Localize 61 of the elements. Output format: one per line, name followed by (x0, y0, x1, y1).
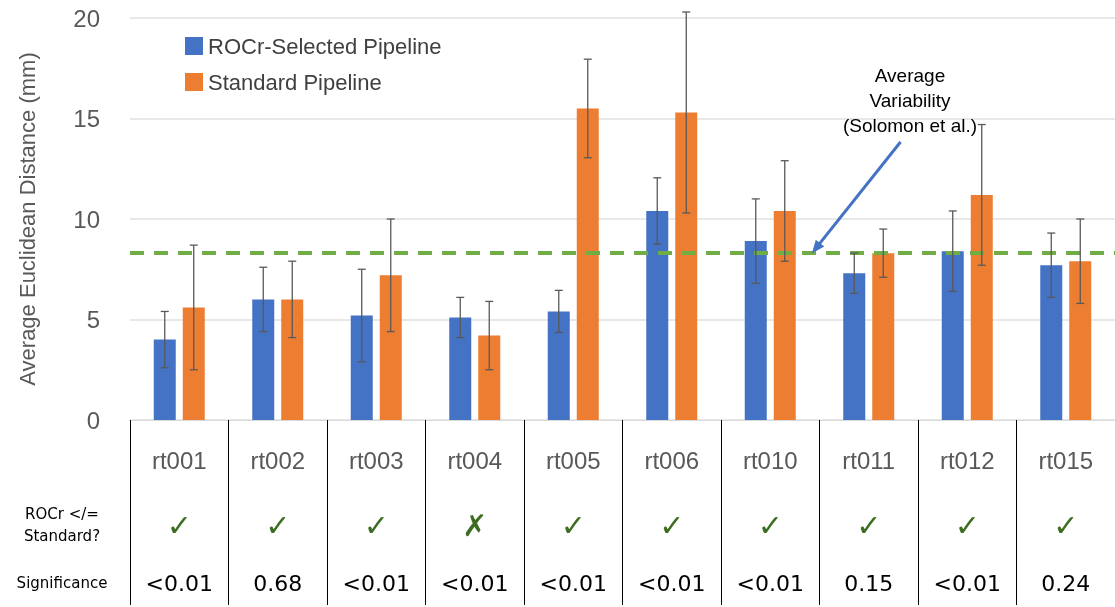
bar (281, 299, 304, 420)
bar (1069, 261, 1092, 420)
bar (350, 315, 373, 420)
text: 0.68 (253, 570, 303, 596)
text: 0.24 (1041, 570, 1091, 596)
x-tick-label: rt002 (250, 446, 306, 474)
text: ROCr </= Standard? (22, 504, 102, 547)
x-tick-label: rt010 (742, 446, 798, 474)
text: <0.01 (441, 570, 509, 596)
bar (675, 112, 698, 420)
y-tick-label: 0 (86, 406, 100, 434)
text: Significance (15, 573, 109, 594)
bar (576, 108, 599, 420)
x-tick-label: rt005 (545, 446, 601, 474)
y-tick-label: 5 (86, 306, 100, 333)
text: ✓ (757, 507, 783, 543)
bar (744, 241, 767, 420)
bar (646, 210, 669, 420)
x-tick-label: rt012 (939, 446, 995, 474)
x-tick-label: rt011 (842, 446, 896, 474)
legend-label: ROCr-Selected Pipeline (208, 33, 442, 59)
x-tick-label: rt001 (151, 446, 207, 474)
y-tick-label: 20 (73, 4, 100, 32)
text: ✓ (954, 507, 980, 543)
bar (153, 339, 176, 420)
text: <0.01 (145, 570, 213, 596)
bar (970, 194, 993, 420)
bar (478, 335, 501, 420)
text: ✓ (1053, 507, 1079, 543)
text: ✓ (560, 507, 586, 543)
ref-line-label: Average Variability (Solomon et al.) (841, 63, 979, 138)
text: 0.15 (844, 570, 894, 596)
y-axis-title: Average Euclidean Distance (mm) (14, 52, 40, 386)
text: <0.01 (736, 570, 804, 596)
bar (449, 317, 472, 420)
y-tick-label: 15 (73, 105, 100, 132)
text: ✓ (265, 507, 291, 543)
bar (547, 311, 570, 420)
text: ✓ (363, 507, 389, 543)
text: <0.01 (638, 570, 706, 596)
x-tick-label: rt015 (1038, 446, 1094, 474)
x-tick-label: rt006 (644, 446, 700, 474)
bar (1040, 265, 1063, 420)
bar (379, 275, 402, 420)
text: <0.01 (342, 570, 410, 596)
text: <0.01 (539, 570, 607, 596)
bar (182, 307, 205, 420)
x-tick-label: rt003 (348, 446, 404, 474)
text: ✓ (166, 507, 192, 543)
text: <0.01 (933, 570, 1001, 596)
bar (872, 253, 895, 420)
legend-label: Standard Pipeline (208, 69, 382, 95)
text: ✓ (659, 507, 685, 543)
bar (773, 210, 796, 420)
bar (941, 251, 964, 420)
bar (252, 299, 275, 420)
x-tick-label: rt004 (447, 446, 503, 474)
bar (843, 273, 866, 420)
text: ✓ (856, 507, 882, 543)
y-tick-label: 10 (73, 205, 100, 233)
text: ✗ (462, 507, 488, 543)
